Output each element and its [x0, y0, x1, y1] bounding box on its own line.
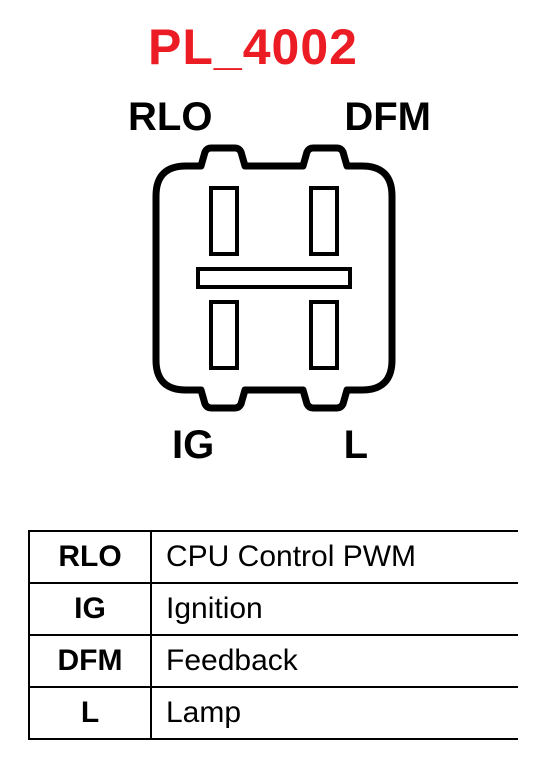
pin-bottom-right [311, 302, 337, 368]
legend-code: DFM [29, 635, 151, 687]
connector-diagram: RLO DFM IG L [108, 95, 438, 465]
table-row: IG Ignition [29, 583, 518, 635]
legend-code: IG [29, 583, 151, 635]
table-row: DFM Feedback [29, 635, 518, 687]
table-row: RLO CPU Control PWM [29, 531, 518, 583]
legend-desc: CPU Control PWM [151, 531, 518, 583]
connector-body-outline [156, 148, 392, 408]
center-slot [198, 269, 350, 287]
pin-label-l: L [344, 423, 368, 468]
pin-top-right [311, 188, 337, 254]
legend-code: RLO [29, 531, 151, 583]
legend-table: RLO CPU Control PWM IG Ignition DFM Feed… [28, 530, 518, 740]
pin-label-rlo: RLO [128, 95, 212, 140]
pin-label-ig: IG [172, 423, 214, 468]
pin-label-dfm: DFM [344, 95, 431, 140]
legend-desc: Lamp [151, 687, 518, 739]
legend-code: L [29, 687, 151, 739]
connector-svg [108, 95, 438, 465]
legend-desc: Feedback [151, 635, 518, 687]
part-number-title: PL_4002 [148, 18, 358, 76]
pin-bottom-left [211, 302, 237, 368]
table-row: L Lamp [29, 687, 518, 739]
pin-top-left [211, 188, 237, 254]
legend-desc: Ignition [151, 583, 518, 635]
